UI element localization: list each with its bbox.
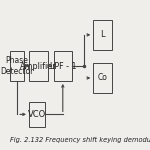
Text: Phase
Detector: Phase Detector [0, 56, 34, 76]
Bar [54, 51, 72, 81]
Bar [10, 51, 24, 81]
Text: L: L [100, 30, 105, 39]
Text: Fig. 2.132 Frequency shift keying demodul: Fig. 2.132 Frequency shift keying demodu… [10, 137, 150, 143]
Text: VCO: VCO [28, 110, 46, 119]
Text: LPF - 1: LPF - 1 [50, 62, 76, 71]
Bar [93, 63, 112, 93]
Bar [29, 51, 48, 81]
Text: Co: Co [98, 74, 108, 82]
Bar [93, 20, 112, 50]
Text: Amplifier: Amplifier [20, 62, 57, 71]
Bar [29, 102, 45, 127]
